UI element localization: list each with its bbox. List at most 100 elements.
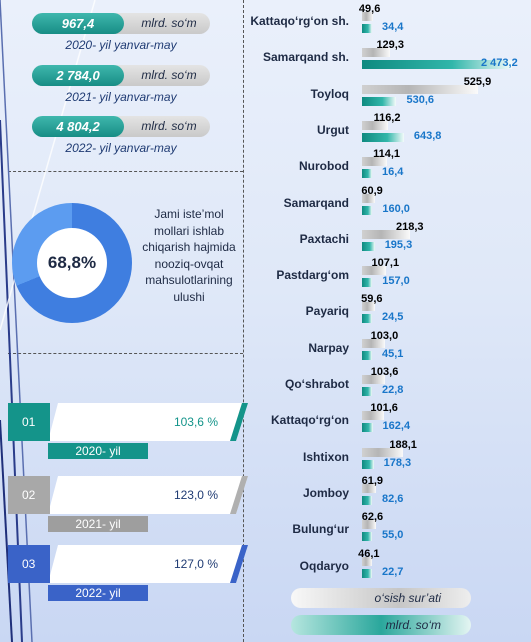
section-divider <box>8 353 243 354</box>
amount-bar <box>362 495 372 505</box>
growth-bar-label: 49,6 <box>358 3 381 15</box>
amount-bar <box>362 314 372 324</box>
growth-bar <box>362 302 376 312</box>
growth-bar <box>362 520 376 530</box>
growth-bar-label: 103,6 <box>370 366 399 378</box>
legend-amount: mlrd. so‘m <box>291 615 471 635</box>
growth-bar <box>362 411 385 421</box>
growth-bar-label: 218,3 <box>396 220 424 233</box>
growth-number: 01 <box>22 415 36 429</box>
category-label: Pastdarg‘om <box>276 268 349 283</box>
growth-bar-label: 188,1 <box>389 438 417 451</box>
growth-banner <box>48 403 248 441</box>
growth-bar <box>362 447 404 457</box>
growth-row-2020: 01 103,6 % 2020- yil <box>8 403 248 459</box>
amount-bar-label: 45,1 <box>382 347 404 360</box>
growth-row-2022: 03 127,0 % 2022- yil <box>8 545 248 601</box>
stat-value: 967,4 <box>32 13 124 34</box>
growth-year: 2022- yil <box>48 585 148 601</box>
growth-bar-label: 59,6 <box>361 293 383 306</box>
amount-bar <box>362 350 372 360</box>
growth-number-badge <box>8 476 50 514</box>
amount-bar <box>362 423 373 433</box>
category-label: Ishtixon <box>302 449 349 464</box>
amount-bar-label: 195,3 <box>384 238 413 251</box>
growth-bar-label: 107,1 <box>371 257 400 270</box>
amount-bar-label: 160,0 <box>382 202 410 215</box>
amount-bar-label: 55,0 <box>382 529 404 542</box>
growth-bar <box>362 48 391 58</box>
stat-period: 2022- yil yanvar-may <box>65 141 177 155</box>
growth-bar-label: 62,6 <box>361 511 384 524</box>
amount-bar-label: 162,4 <box>382 420 411 433</box>
growth-bar-label: 103,0 <box>370 329 399 342</box>
stat-value: 2 784,0 <box>32 65 124 86</box>
growth-bar-label: 61,9 <box>361 474 384 487</box>
amount-bar-label: 530,6 <box>406 93 435 106</box>
amount-bar <box>362 169 372 179</box>
growth-bar <box>362 120 388 130</box>
amount-bar <box>362 568 372 578</box>
category-label: Nurobod <box>299 159 349 174</box>
amount-bar-label: 157,0 <box>382 275 410 288</box>
category-label: Jomboy <box>302 485 349 500</box>
amount-bar <box>362 532 372 542</box>
category-label: Paxtachi <box>299 231 349 246</box>
donut-percent: 68,8% <box>47 253 97 272</box>
growth-bar-label: 525,9 <box>463 75 492 88</box>
amount-bar <box>362 60 512 70</box>
category-label: Samarqand sh. <box>262 50 349 65</box>
category-label: Oqdaryo <box>299 558 349 573</box>
growth-number-badge <box>8 403 50 441</box>
growth-value: 127,0 % <box>173 557 218 571</box>
stat-unit: mlrd. so‘m <box>141 119 197 133</box>
category-label: Kattaqo‘rg‘on sh. <box>250 14 349 28</box>
amount-bar <box>362 96 397 106</box>
legend-growth-label: o‘sish sur’ati <box>374 591 441 605</box>
growth-value: 123,0 % <box>173 488 218 502</box>
growth-bar <box>362 157 388 167</box>
amount-bar-label: 24,5 <box>382 311 404 324</box>
growth-bar-label: 129,3 <box>376 39 404 52</box>
growth-bar <box>362 375 385 384</box>
amount-bar <box>362 241 375 251</box>
growth-bar <box>362 556 373 566</box>
amount-bar-label: 2 473,2 <box>481 57 518 70</box>
amount-bar <box>362 132 404 142</box>
stat-period: 2020- yil yanvar-may <box>65 38 177 52</box>
growth-bar-label: 46,1 <box>358 547 380 560</box>
amount-bar-label: 82,6 <box>382 492 404 505</box>
growth-bar <box>362 229 411 239</box>
stat-2021: 2 784,0 mlrd. so‘m <box>32 65 210 86</box>
category-label: Toyloq <box>310 86 349 101</box>
amount-bar <box>362 205 373 215</box>
growth-bar <box>362 84 478 94</box>
growth-year: 2021- yil <box>48 516 148 532</box>
amount-bar-label: 643,8 <box>413 129 442 142</box>
stat-2022: 4 804,2 mlrd. so‘m <box>32 116 210 137</box>
growth-bar-label: 114,1 <box>373 148 401 161</box>
growth-bar <box>362 193 376 203</box>
amount-bar-label: 178,3 <box>383 456 412 469</box>
amount-bar-label: 34,4 <box>382 21 404 33</box>
category-label: Kattaqo‘rg‘on <box>271 413 349 428</box>
category-label: Qo‘shrabot <box>284 377 349 391</box>
growth-bar <box>362 483 376 493</box>
amount-bar <box>362 24 372 33</box>
share-donut: 68,8% <box>12 203 132 323</box>
category-label: Payariq <box>305 304 349 319</box>
growth-year: 2020- yil <box>48 443 148 459</box>
amount-bar-label: 22,8 <box>382 384 404 396</box>
growth-bar <box>362 338 385 348</box>
amount-bar-label: 16,4 <box>382 166 404 179</box>
growth-bar-label: 116,2 <box>373 111 401 124</box>
column-divider <box>243 0 244 642</box>
category-label: Bulung‘ur <box>292 522 349 537</box>
amount-bar <box>362 459 374 469</box>
growth-bar <box>362 266 386 276</box>
growth-number-badge <box>8 545 50 583</box>
growth-number: 03 <box>22 557 36 571</box>
growth-bar-label: 101,6 <box>370 402 398 415</box>
stat-2020: 967,4 mlrd. so‘m <box>32 13 210 34</box>
growth-number: 02 <box>22 488 36 502</box>
